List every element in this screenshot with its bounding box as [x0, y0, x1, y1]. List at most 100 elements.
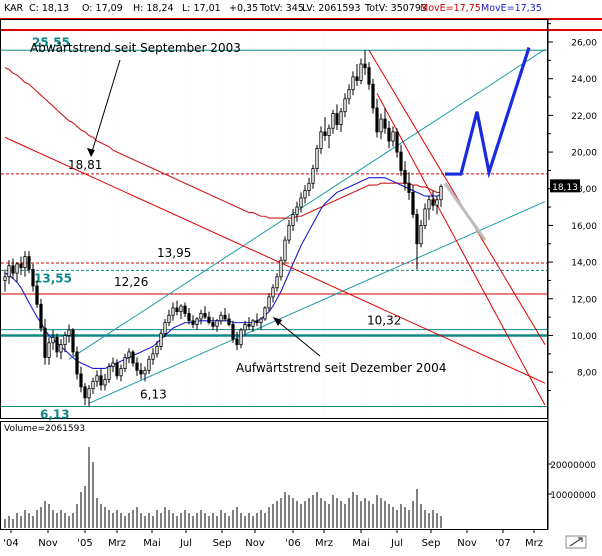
candle-body: [135, 362, 139, 371]
y-tick-label: 22,00: [571, 112, 597, 122]
candle-body: [43, 327, 47, 358]
moving-average-slow: [4, 67, 441, 219]
x-tick-label: '06: [285, 538, 300, 549]
candle-body: [39, 303, 43, 329]
candle-body: [231, 324, 235, 340]
candle-body: [235, 338, 239, 346]
x-tick-label: '05: [77, 538, 92, 549]
candle-body: [23, 256, 27, 269]
scroll-arrow-icon[interactable]: [565, 535, 587, 549]
volume-tick-20m: 20000000: [550, 461, 596, 471]
candle-body: [103, 379, 107, 386]
forecast-path: [445, 47, 531, 179]
candle-body: [215, 320, 219, 327]
header-close: C: 18,13: [29, 3, 69, 14]
candle-body: [387, 127, 391, 142]
level-label: 13,55: [34, 271, 72, 285]
x-tick-label: Mai: [352, 538, 370, 549]
candle-body: [379, 118, 383, 133]
x-tick-label: Sep: [213, 538, 232, 549]
candle-body: [359, 63, 363, 81]
level-label: 10,32: [367, 314, 401, 328]
candle-body: [303, 190, 307, 199]
candle-body: [247, 324, 251, 327]
candle-body: [183, 305, 187, 314]
candle-body: [111, 362, 115, 368]
arrowhead-up-icon: [273, 317, 282, 326]
up-trend-channel-lower: [88, 201, 546, 404]
header-move-2: MovE=17,35: [481, 3, 542, 14]
candle-body: [19, 263, 23, 269]
annotation-uptrend-arrow: [275, 319, 321, 357]
y-tick-label: 16,00: [571, 222, 597, 232]
candle-body: [439, 185, 443, 201]
x-tick-label: Nov: [457, 538, 477, 549]
candle-body: [295, 206, 299, 215]
candle-body: [87, 388, 91, 399]
candle-body: [199, 313, 203, 320]
candle-body: [267, 296, 271, 309]
x-tick-label: Mrz: [108, 538, 126, 549]
candle-body: [115, 362, 119, 377]
candle-body: [7, 265, 11, 278]
annotation-downtrend-arrow: [90, 59, 121, 156]
header-bar: KAR C: 18,13 O: 17,09 H: 18,24 L: 17,01 …: [4, 3, 542, 14]
level-label-secondary: 6,13: [140, 387, 167, 401]
header-tot-volume-2: TotV: 350793: [364, 3, 427, 14]
candle-body: [431, 199, 435, 206]
candle-body: [31, 269, 35, 287]
candle-body: [51, 336, 55, 344]
candle-body: [167, 314, 171, 324]
down-trend-short-2: [376, 93, 546, 406]
candle-body: [131, 351, 135, 364]
candles-layer: [3, 50, 443, 407]
header-move-1: MovE=17,75: [420, 3, 481, 14]
candle-body: [435, 199, 439, 206]
annotation-layer: Abwärtstrend seit September 2003 Aufwärts…: [30, 41, 446, 375]
candle-body: [347, 89, 351, 100]
x-tick-label: Mai: [143, 538, 161, 549]
candle-body: [191, 320, 195, 325]
candle-body: [123, 357, 127, 369]
trend-layer: [4, 48, 546, 406]
level-label: 25,55: [32, 35, 70, 49]
candle-body: [335, 113, 339, 125]
candle-body: [15, 263, 19, 274]
candle-body: [83, 386, 87, 399]
candle-body: [55, 336, 59, 353]
level-label: 13,95: [157, 246, 191, 260]
candle-body: [383, 118, 387, 129]
candle-body: [47, 342, 51, 358]
candle-body: [99, 375, 103, 386]
down-trend-long: [4, 136, 546, 384]
y-tick-label: 10,00: [571, 332, 597, 342]
candle-body: [403, 169, 407, 184]
candle-body: [139, 369, 143, 375]
candle-body: [355, 76, 359, 81]
candle-body: [195, 318, 199, 325]
y-axis: 26,00 24,00 22,00 20,00 18,00 16,00 14,00 12,00…: [548, 23, 597, 391]
candle-body: [223, 314, 227, 320]
candle-body: [427, 199, 431, 210]
candle-body: [279, 259, 283, 278]
candle-body: [79, 373, 83, 388]
candle-body: [147, 358, 151, 371]
candle-body: [367, 67, 371, 85]
diagonal-arrow-icon: [569, 537, 583, 547]
candle-body: [339, 111, 343, 125]
x-tick-label: '04: [3, 538, 18, 549]
candle-body: [159, 333, 163, 347]
candle-body: [119, 368, 123, 377]
candle-body: [219, 314, 223, 322]
candle-body: [371, 83, 375, 109]
candle-body: [243, 324, 247, 331]
candle-body: [419, 225, 423, 245]
header-last-volume: LV: 2061593: [302, 3, 361, 14]
current-price-label: 18,13: [552, 183, 578, 193]
candle-body: [179, 305, 183, 313]
forecast-layer: [443, 47, 531, 241]
candle-body: [399, 151, 403, 171]
x-tick-label: Nov: [245, 538, 265, 549]
